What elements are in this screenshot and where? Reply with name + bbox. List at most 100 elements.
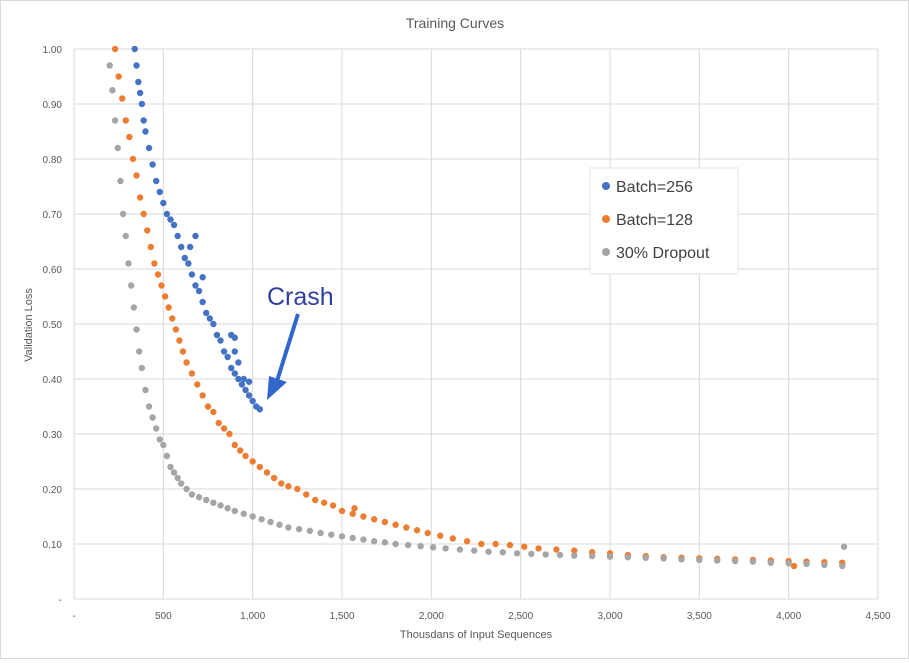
data-point bbox=[249, 513, 256, 520]
data-point bbox=[133, 326, 140, 333]
data-point bbox=[142, 128, 149, 135]
data-point bbox=[821, 561, 828, 569]
data-point bbox=[140, 210, 147, 218]
data-point bbox=[174, 474, 181, 482]
data-point bbox=[192, 282, 199, 289]
data-point bbox=[203, 309, 210, 317]
data-point bbox=[338, 507, 346, 515]
chart-title: Training Curves bbox=[406, 15, 504, 31]
data-point bbox=[235, 359, 242, 366]
data-point bbox=[456, 546, 464, 553]
data-point bbox=[231, 507, 238, 515]
data-point bbox=[506, 541, 514, 549]
data-point bbox=[147, 243, 155, 251]
data-point bbox=[217, 337, 224, 344]
data-points bbox=[106, 45, 848, 570]
x-tick-label: 4,500 bbox=[865, 611, 890, 622]
x-tick-label: 1,500 bbox=[329, 611, 354, 622]
data-point bbox=[210, 408, 217, 416]
data-point bbox=[144, 227, 151, 234]
data-point bbox=[317, 529, 324, 537]
data-point bbox=[790, 562, 798, 570]
legend-marker-dropout bbox=[602, 248, 610, 256]
data-point bbox=[429, 544, 437, 551]
data-point bbox=[195, 287, 203, 295]
data-point bbox=[160, 441, 167, 449]
data-point bbox=[349, 510, 356, 517]
data-point bbox=[140, 117, 147, 124]
data-point bbox=[133, 62, 140, 69]
data-point bbox=[749, 558, 757, 565]
data-point bbox=[351, 505, 358, 512]
data-point bbox=[195, 494, 203, 501]
data-point bbox=[329, 502, 337, 509]
data-point bbox=[158, 282, 165, 289]
data-point bbox=[188, 491, 196, 498]
data-point bbox=[152, 425, 160, 432]
data-point bbox=[145, 403, 153, 410]
series-1 bbox=[111, 45, 846, 570]
data-point bbox=[303, 491, 310, 498]
data-point bbox=[624, 554, 632, 561]
data-point bbox=[556, 551, 564, 559]
data-point bbox=[276, 521, 283, 528]
data-point bbox=[138, 364, 146, 372]
data-point bbox=[370, 538, 378, 545]
data-point bbox=[185, 260, 192, 267]
data-point bbox=[442, 545, 449, 552]
data-point bbox=[381, 539, 389, 546]
gridlines bbox=[73, 48, 879, 600]
data-point bbox=[360, 513, 367, 520]
data-point bbox=[256, 406, 264, 413]
data-point bbox=[199, 392, 206, 399]
data-point bbox=[338, 533, 346, 540]
data-point bbox=[528, 550, 535, 558]
data-point bbox=[245, 392, 253, 399]
data-point bbox=[249, 458, 256, 465]
data-point bbox=[167, 216, 174, 223]
data-point bbox=[413, 527, 421, 534]
data-point bbox=[588, 552, 596, 560]
data-point bbox=[240, 510, 247, 517]
data-point bbox=[176, 337, 183, 344]
data-point bbox=[165, 304, 172, 311]
data-point bbox=[161, 293, 169, 300]
y-tick-label: 0.80 bbox=[43, 155, 63, 166]
data-point bbox=[249, 397, 256, 405]
data-point bbox=[136, 89, 144, 97]
y-tick-label: 0.60 bbox=[43, 265, 63, 276]
data-point bbox=[492, 540, 499, 548]
data-point bbox=[169, 315, 176, 322]
data-point bbox=[119, 210, 127, 218]
legend: Batch=256 Batch=128 30% Dropout bbox=[589, 167, 739, 275]
y-tick-label: 0.30 bbox=[43, 430, 63, 441]
data-point bbox=[106, 62, 113, 69]
data-point bbox=[767, 559, 774, 566]
data-point bbox=[521, 543, 528, 550]
data-point bbox=[278, 480, 285, 487]
data-point bbox=[285, 483, 292, 490]
data-point bbox=[256, 463, 264, 471]
data-point bbox=[156, 188, 163, 196]
data-point bbox=[424, 529, 431, 537]
data-point bbox=[125, 260, 132, 267]
data-point bbox=[129, 155, 137, 163]
data-point bbox=[235, 375, 242, 383]
data-point bbox=[119, 95, 126, 102]
y-axis-title: Validation Loss bbox=[23, 288, 35, 362]
x-tick-label: 1,000 bbox=[240, 611, 265, 622]
data-point bbox=[188, 370, 196, 377]
data-point bbox=[136, 348, 143, 355]
y-tick-label: 0.70 bbox=[43, 210, 63, 221]
data-point bbox=[151, 260, 158, 267]
data-point bbox=[231, 348, 238, 355]
data-point bbox=[285, 524, 292, 531]
data-point bbox=[513, 550, 521, 557]
data-point bbox=[199, 274, 206, 281]
data-point bbox=[156, 436, 163, 443]
data-point bbox=[660, 555, 667, 562]
data-point bbox=[138, 100, 146, 108]
data-point bbox=[152, 177, 160, 185]
